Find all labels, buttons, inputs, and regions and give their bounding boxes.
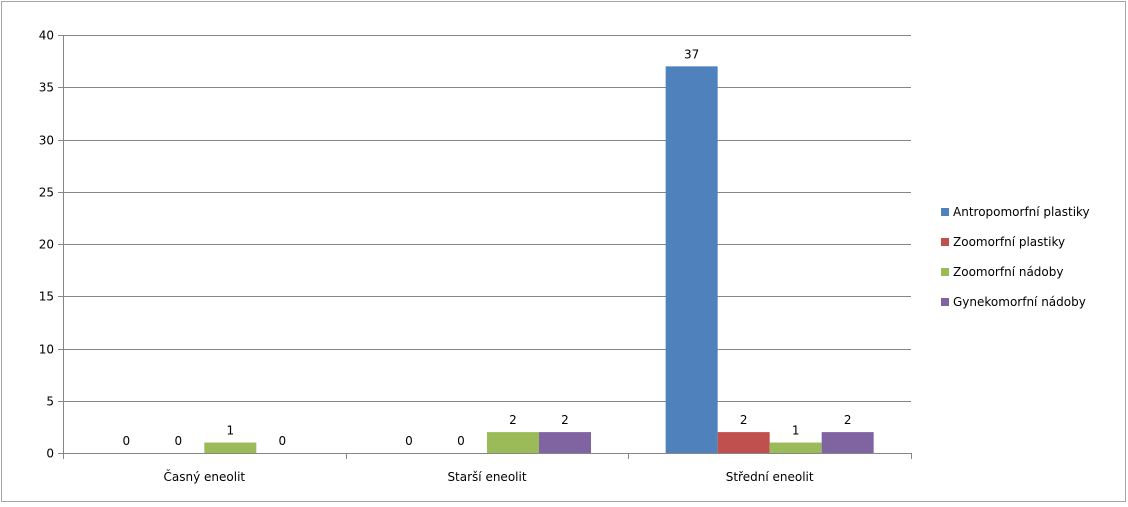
legend-swatch <box>941 298 949 306</box>
data-label: 2 <box>509 413 517 427</box>
bar <box>204 442 257 453</box>
x-tick-label: Časný eneolit <box>164 469 246 484</box>
y-tick-label: 10 <box>39 343 54 357</box>
data-label: 37 <box>684 47 699 61</box>
legend-swatch <box>941 238 949 246</box>
legend-label: Zoomorfní plastiky <box>953 235 1065 249</box>
bar <box>665 66 718 453</box>
y-tick-label: 15 <box>39 290 54 304</box>
legend-label: Antropomorfní plastiky <box>953 205 1090 219</box>
y-tick-label: 5 <box>46 395 54 409</box>
bar <box>487 432 539 453</box>
bar <box>539 432 591 453</box>
bar <box>821 432 874 453</box>
legend-label: Gynekomorfní nádoby <box>953 295 1086 309</box>
data-label: 0 <box>457 434 465 448</box>
legend-swatch <box>941 268 949 276</box>
data-label: 2 <box>740 413 748 427</box>
y-tick-label: 20 <box>39 238 54 252</box>
x-tick-label: Starší eneolit <box>447 470 526 484</box>
bar <box>769 442 822 453</box>
data-label: 2 <box>561 413 569 427</box>
y-tick-label: 25 <box>39 186 54 200</box>
data-label: 1 <box>227 424 235 438</box>
data-label: 0 <box>279 434 287 448</box>
data-labels: 0 0 1 0 0 0 2 2 37 2 1 2 <box>123 47 852 448</box>
y-tick-label: 35 <box>39 81 54 95</box>
x-tick-label: Střední eneolit <box>726 470 814 484</box>
y-tick-label: 0 <box>46 447 54 461</box>
gridlines <box>63 35 911 402</box>
data-label: 1 <box>792 424 800 438</box>
data-label: 2 <box>844 413 852 427</box>
data-label: 0 <box>175 434 183 448</box>
y-tick-label: 40 <box>39 29 54 43</box>
data-label: 0 <box>405 434 413 448</box>
legend-swatch <box>941 208 949 216</box>
legend-label: Zoomorfní nádoby <box>953 265 1063 279</box>
data-label: 0 <box>123 434 131 448</box>
legend: Antropomorfní plastiky Zoomorfní plastiky… <box>941 205 1090 309</box>
bars <box>204 66 874 453</box>
y-tick-label: 30 <box>39 134 54 148</box>
bar <box>717 432 770 453</box>
